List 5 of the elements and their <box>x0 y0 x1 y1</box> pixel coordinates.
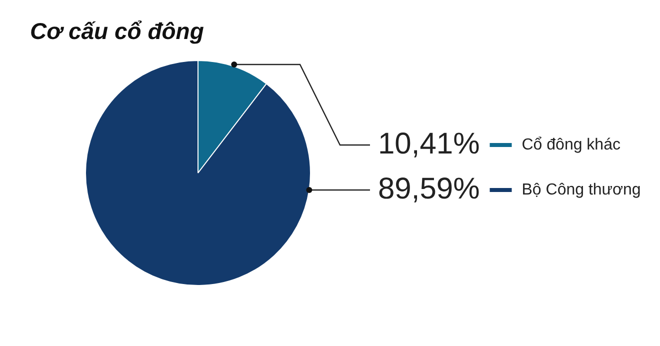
data-label: 89,59% <box>378 172 480 206</box>
legend-label: Bộ Công thương <box>522 181 641 198</box>
legend-label: Cổ đông khác <box>522 136 620 154</box>
chart-title: Cơ cấu cổ đông <box>30 18 204 45</box>
data-label: 10,41% <box>378 127 480 160</box>
